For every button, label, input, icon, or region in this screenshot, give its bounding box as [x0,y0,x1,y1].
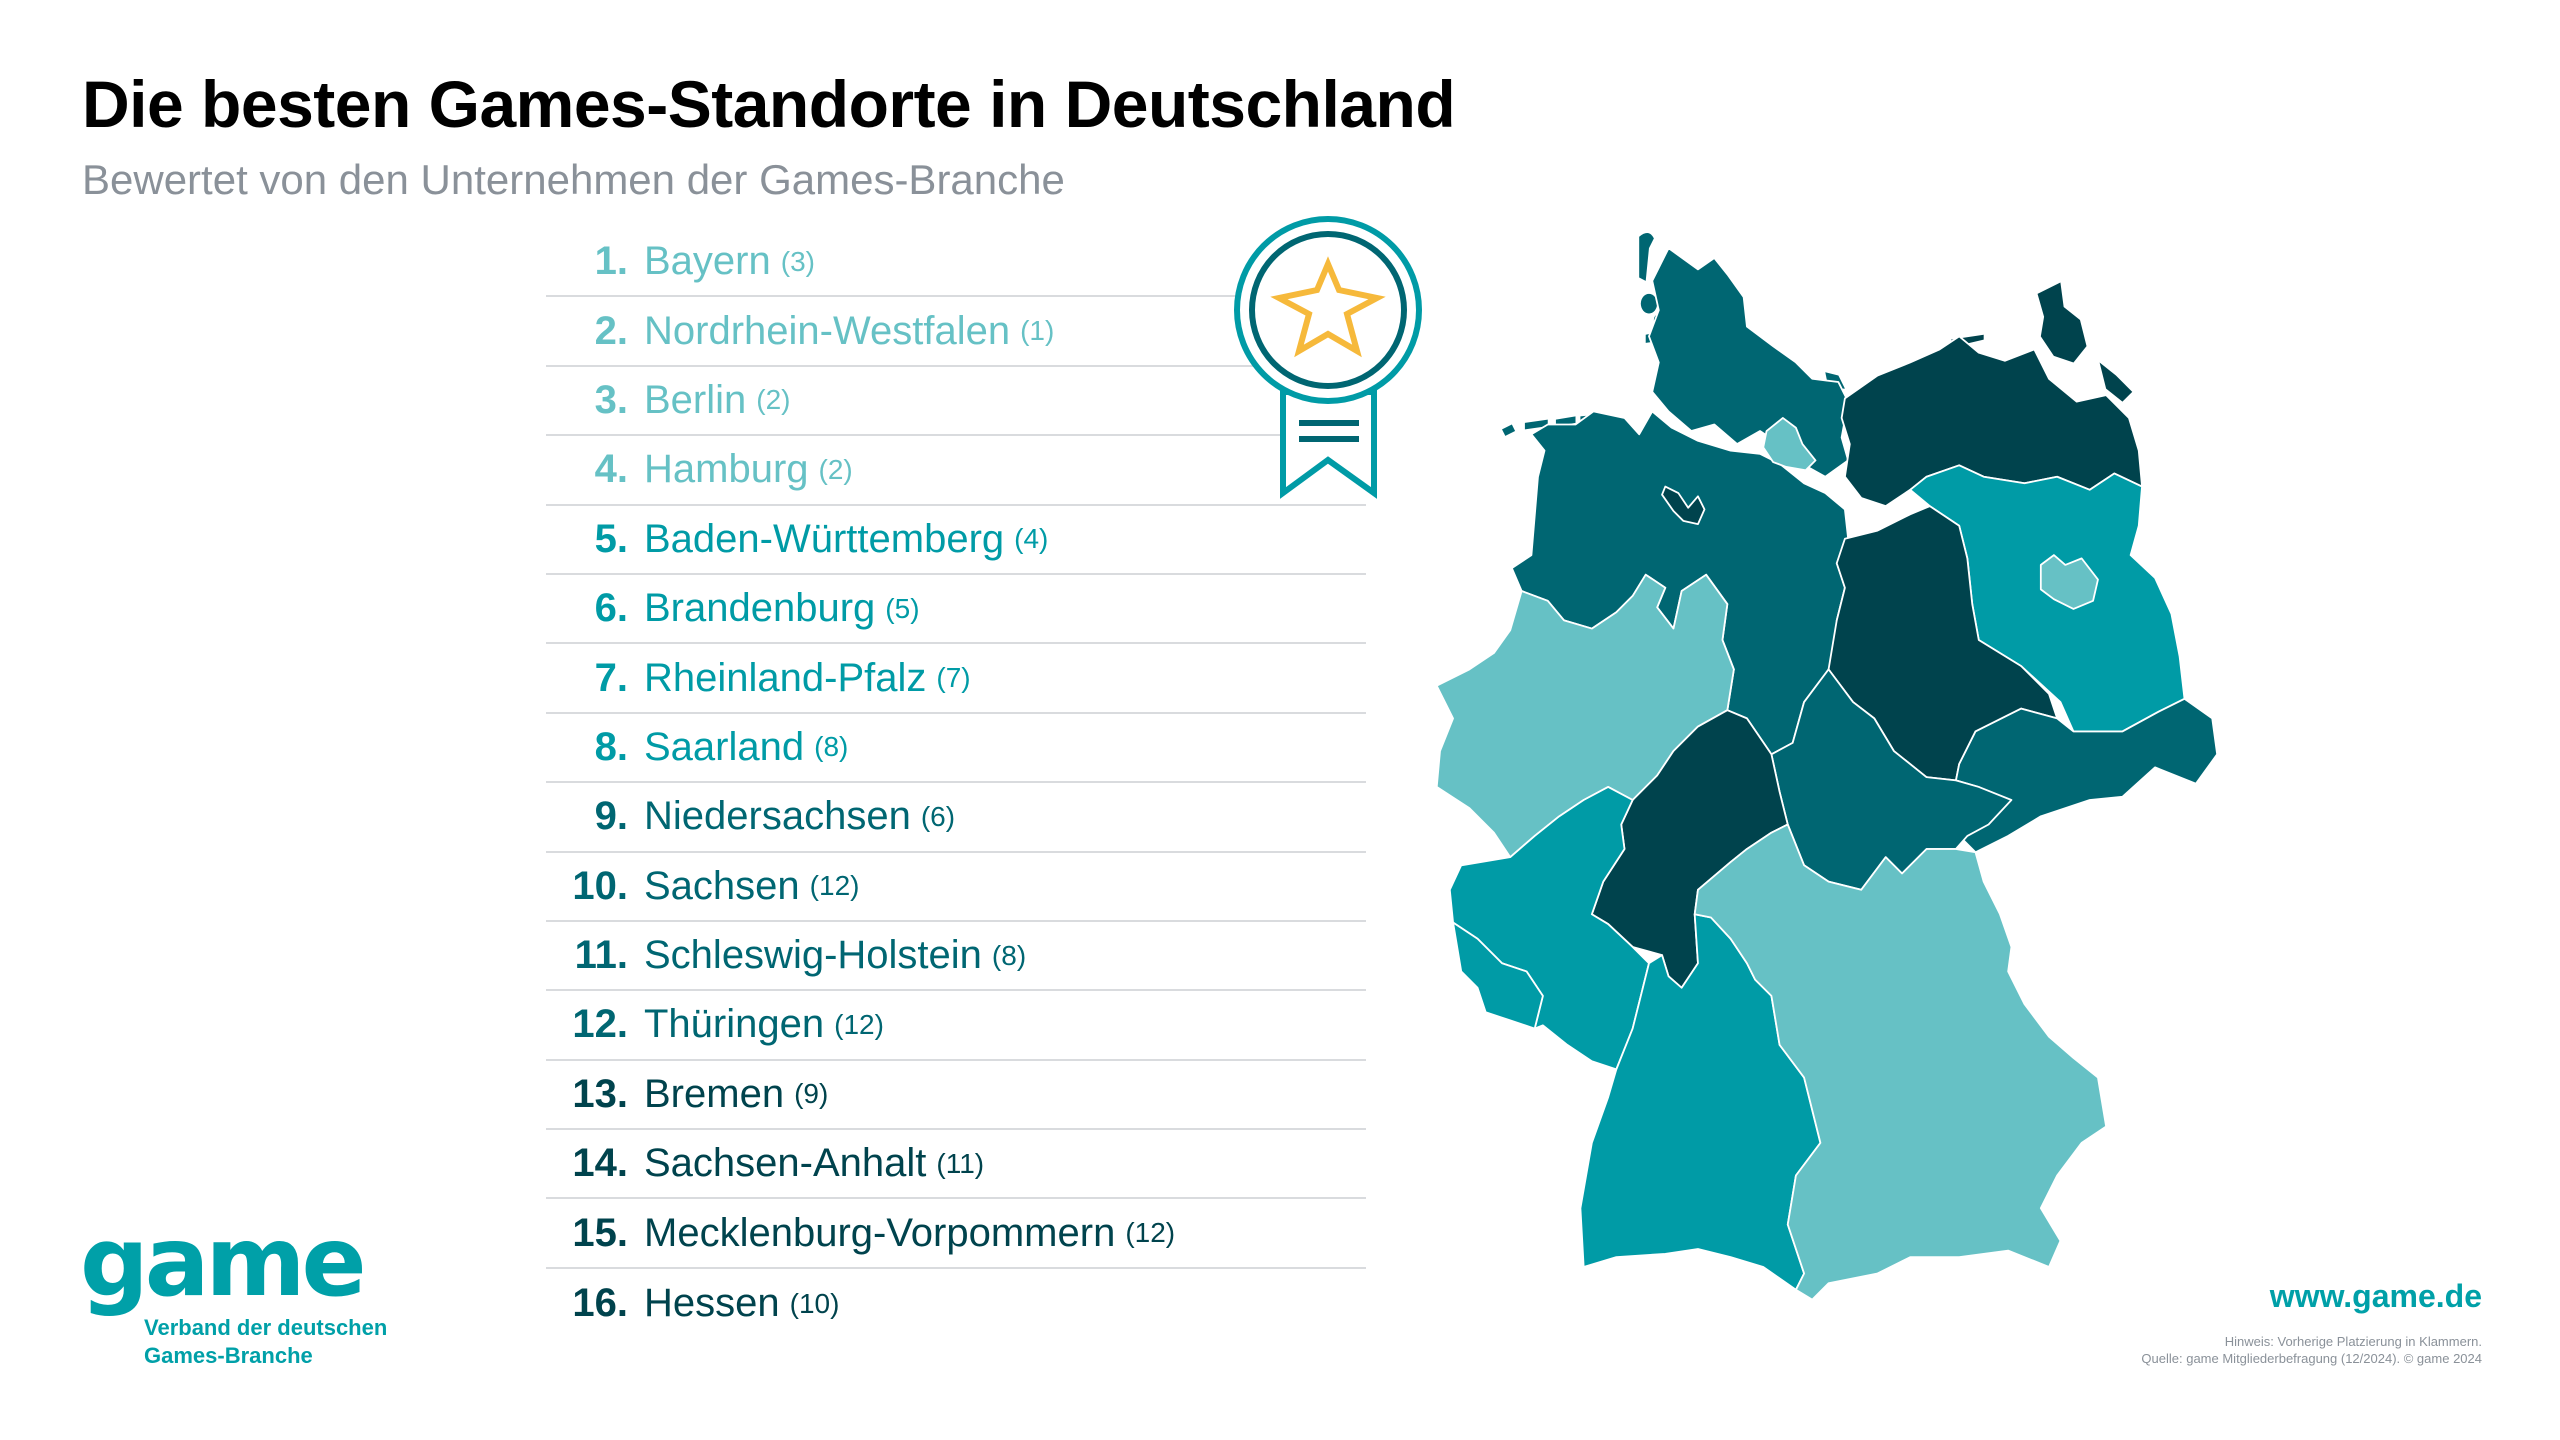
previous-rank: (12) [1125,1217,1176,1249]
previous-rank: (5) [885,592,920,624]
previous-rank: (4) [1014,523,1049,555]
state-sachsen[interactable] [1955,697,2219,854]
state-name: Berlin [644,377,747,422]
state-berlin[interactable] [2039,554,2099,610]
state-hamburg[interactable] [1762,417,1817,472]
rank-number: 6. [594,586,628,631]
ranking-row: 2. Nordrhein-Westfalen (1) [546,297,1366,367]
rank-number: 3. [594,377,628,422]
state-name: Brandenburg [644,586,876,631]
state-bayern[interactable] [1693,823,2108,1301]
previous-rank: (2) [818,453,853,485]
logo-wordmark: game [80,1206,367,1318]
state-name: Rheinland-Pfalz [644,655,927,700]
rank-number: 7. [594,655,628,700]
ranking-list: 1. Bayern (3) 2. Nordrhein-Westfalen (1) 3. B… [546,228,1366,1338]
ranking-row: 4. Hamburg (2) [546,436,1366,506]
website-link[interactable]: www.game.de [2269,1278,2482,1314]
rank-number: 15. [572,1210,628,1255]
logo-tagline: Verband der deutschen Games-Branche [144,1314,387,1370]
previous-rank: (1) [1020,315,1055,347]
ranking-row: 7. Rheinland-Pfalz (7) [546,644,1366,714]
state-name: Saarland [644,724,805,769]
previous-rank: (10) [789,1287,840,1319]
star-icon [1270,256,1386,358]
ranking-row: 3. Berlin (2) [546,367,1366,437]
state-saarland[interactable] [1452,921,1544,1030]
state-name: Nordrhein-Westfalen [644,308,1011,353]
state-name: Niedersachsen [644,794,911,839]
state-bremen[interactable] [1661,485,1706,525]
previous-rank: (12) [834,1008,884,1040]
ranking-row: 5. Baden-Württemberg (4) [546,506,1366,575]
state-name: Hessen [644,1281,780,1326]
previous-rank: (2) [756,384,791,416]
previous-rank: (9) [794,1078,829,1110]
rank-number: 14. [572,1141,628,1186]
logo-tagline-line2: Games-Branche [144,1343,313,1368]
ranking-row: 9. Niedersachsen (6) [546,783,1366,853]
state-name: Bayern [644,239,771,284]
rank-number: 9. [594,794,628,839]
rank-number: 13. [572,1071,628,1116]
ranking-row: 1. Bayern (3) [546,228,1366,298]
previous-rank: (11) [936,1147,985,1179]
rank-number: 16. [572,1281,628,1326]
ranking-row: 12. Thüringen (12) [546,991,1366,1061]
state-name: Schleswig-Holstein [644,933,982,978]
previous-rank: (7) [936,662,971,694]
previous-rank: (3) [780,245,815,277]
ranking-row: 10. Sachsen (12) [546,853,1366,922]
ranking-row: 16. Hessen (10) [546,1269,1366,1338]
rank-number: 1. [594,239,628,284]
state-name: Hamburg [644,447,809,492]
state-name: Thüringen [644,1002,825,1047]
rank-number: 8. [594,724,628,769]
footer: www.game.de Hinweis: Vorherige Platzieru… [2141,1278,2482,1367]
ranking-row: 14. Sachsen-Anhalt (11) [546,1130,1366,1200]
page-title: Die besten Games-Standorte in Deutschlan… [82,67,1456,141]
previous-rank: (8) [991,939,1027,971]
state-schleswig-holstein[interactable] [1648,247,1850,478]
page-subtitle: Bewertet von den Unternehmen der Games-B… [82,156,1065,203]
logo-tagline-line1: Verband der deutschen [144,1315,388,1340]
rank-number: 4. [594,447,628,492]
ranking-row: 6. Brandenburg (5) [546,575,1366,645]
state-name: Bremen [644,1071,785,1116]
ranking-row: 13. Bremen (9) [546,1061,1366,1131]
rank-number: 10. [572,863,628,908]
previous-rank: (12) [809,870,860,902]
state-name: Sachsen [644,863,800,908]
rank-number: 2. [594,308,628,353]
ranking-row: 15. Mecklenburg-Vorpommern (12) [546,1199,1366,1269]
ranking-row: 8. Saarland (8) [546,714,1366,784]
state-name: Baden-Württemberg [644,516,1005,561]
previous-rank: (8) [814,731,849,763]
award-ribbon-star-icon [1234,216,1422,499]
footnote: Hinweis: Vorherige Platzierung in Klamme… [2141,1333,2482,1367]
rank-number: 5. [594,516,628,561]
footnote-hint: Hinweis: Vorherige Platzierung in Klamme… [2224,1334,2482,1349]
state-name: Mecklenburg-Vorpommern [644,1210,1116,1255]
game-logo[interactable]: game Verband der deutschen Games-Branche [80,1206,387,1370]
ranking-row: 11. Schleswig-Holstein (8) [546,922,1366,992]
state-name: Sachsen-Anhalt [644,1141,927,1186]
previous-rank: (6) [920,800,956,832]
rank-number: 11. [574,933,628,978]
rank-number: 12. [572,1002,628,1047]
footnote-source: Quelle: game Mitgliederbefragung (12/202… [2141,1351,2482,1366]
